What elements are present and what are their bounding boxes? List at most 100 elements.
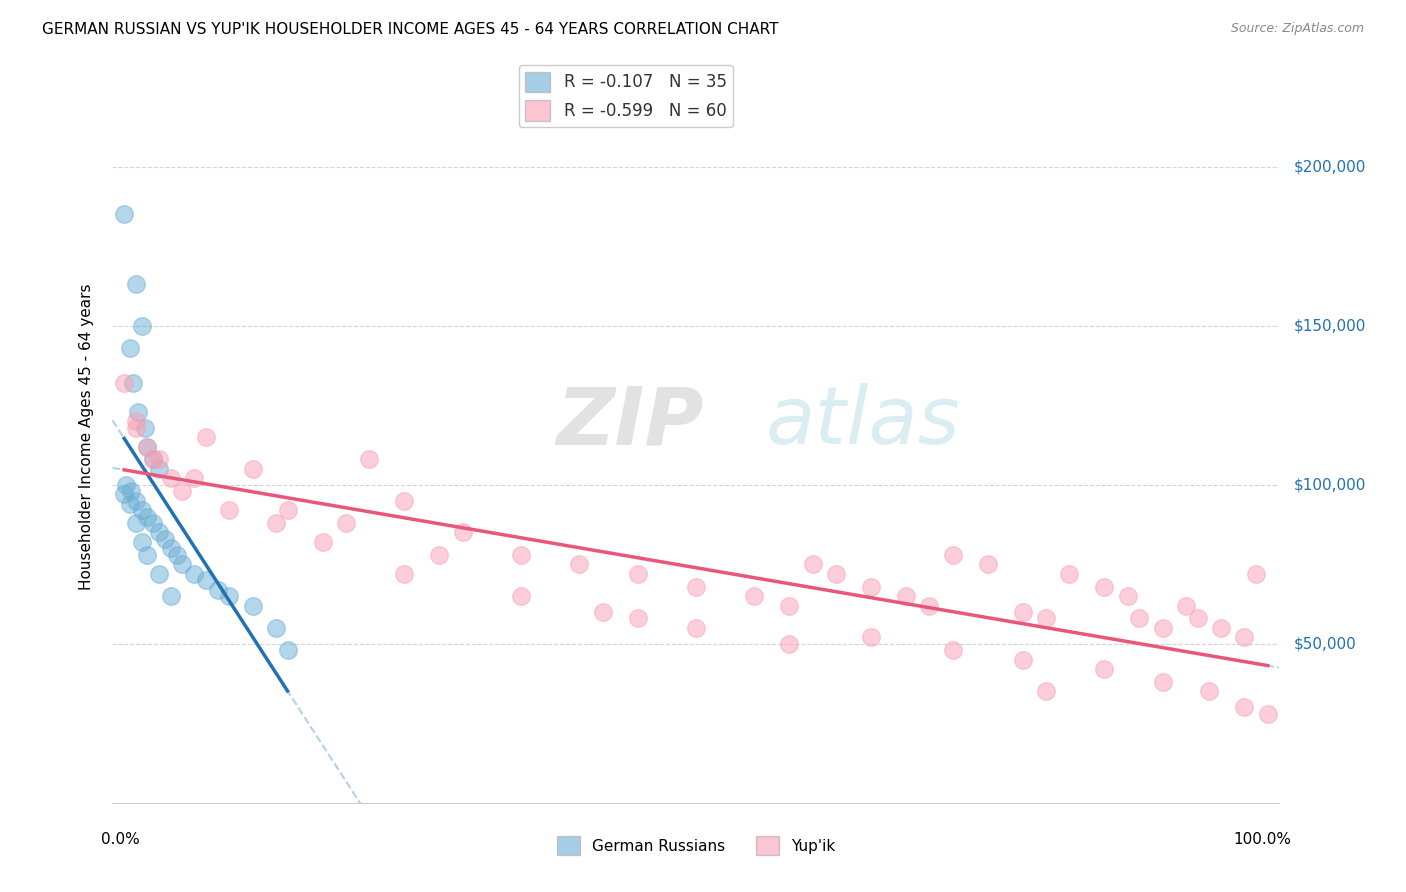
Point [118, 341, 141, 355]
Text: $150,000: $150,000 [1294, 318, 1365, 334]
Point [134, 420, 156, 434]
Point [183, 566, 205, 581]
Point [242, 462, 264, 476]
Point [1233, 631, 1256, 645]
Point [685, 621, 707, 635]
Point [276, 503, 298, 517]
Point [860, 631, 883, 645]
Point [160, 541, 183, 556]
Point [148, 566, 170, 581]
Point [142, 452, 165, 467]
Point [194, 573, 217, 587]
Point [509, 548, 531, 562]
Point [942, 643, 965, 657]
Point [122, 376, 145, 390]
Point [160, 471, 183, 485]
Point [125, 420, 148, 434]
Point [153, 532, 176, 546]
Point [125, 516, 148, 530]
Point [264, 516, 287, 530]
Point [218, 503, 240, 517]
Point [801, 558, 824, 572]
Point [131, 318, 153, 333]
Point [125, 414, 148, 428]
Point [276, 643, 298, 657]
Point [160, 589, 183, 603]
Point [1257, 706, 1279, 721]
Text: Source: ZipAtlas.com: Source: ZipAtlas.com [1230, 22, 1364, 36]
Point [1244, 566, 1267, 581]
Text: atlas: atlas [766, 384, 960, 461]
Point [120, 484, 142, 499]
Point [112, 376, 135, 390]
Point [194, 430, 217, 444]
Point [142, 516, 165, 530]
Point [976, 558, 998, 572]
Point [918, 599, 941, 613]
Point [136, 440, 159, 454]
Point [183, 471, 205, 485]
Point [142, 452, 165, 467]
Point [148, 462, 170, 476]
Point [1011, 605, 1033, 619]
Point [1094, 580, 1116, 594]
Point [394, 566, 416, 581]
Point [311, 535, 333, 549]
Point [568, 558, 591, 572]
Point [1035, 684, 1057, 698]
Point [894, 589, 917, 603]
Point [131, 503, 153, 517]
Point [451, 525, 474, 540]
Text: $100,000: $100,000 [1294, 477, 1365, 492]
Point [112, 487, 135, 501]
Point [627, 566, 650, 581]
Point [115, 477, 138, 491]
Point [427, 548, 450, 562]
Point [172, 558, 194, 572]
Point [207, 582, 229, 597]
Point [1152, 675, 1174, 690]
Legend: German Russians, Yup'ik: German Russians, Yup'ik [551, 830, 841, 861]
Point [166, 548, 188, 562]
Point [1128, 611, 1150, 625]
Point [1035, 611, 1057, 625]
Point [1233, 700, 1256, 714]
Point [148, 452, 170, 467]
Text: $200,000: $200,000 [1294, 160, 1365, 174]
Point [264, 621, 287, 635]
Point [112, 207, 135, 221]
Point [825, 566, 848, 581]
Y-axis label: Householder Income Ages 45 - 64 years: Householder Income Ages 45 - 64 years [79, 284, 94, 591]
Point [1116, 589, 1139, 603]
Point [1175, 599, 1198, 613]
Point [1187, 611, 1209, 625]
Point [335, 516, 357, 530]
Point [127, 404, 149, 418]
Point [627, 611, 650, 625]
Text: ZIP: ZIP [555, 384, 703, 461]
Point [172, 484, 194, 499]
Point [136, 509, 159, 524]
Point [1059, 566, 1081, 581]
Text: $50,000: $50,000 [1294, 636, 1357, 651]
Point [118, 497, 141, 511]
Point [1094, 662, 1116, 676]
Point [136, 440, 159, 454]
Point [860, 580, 883, 594]
Point [136, 548, 159, 562]
Point [942, 548, 965, 562]
Point [778, 637, 800, 651]
Point [509, 589, 531, 603]
Point [242, 599, 264, 613]
Point [218, 589, 240, 603]
Point [125, 493, 148, 508]
Text: 100.0%: 100.0% [1233, 832, 1291, 847]
Point [1198, 684, 1220, 698]
Point [1011, 653, 1033, 667]
Text: 0.0%: 0.0% [101, 832, 139, 847]
Point [131, 535, 153, 549]
Point [125, 277, 148, 292]
Point [744, 589, 766, 603]
Point [778, 599, 800, 613]
Point [592, 605, 614, 619]
